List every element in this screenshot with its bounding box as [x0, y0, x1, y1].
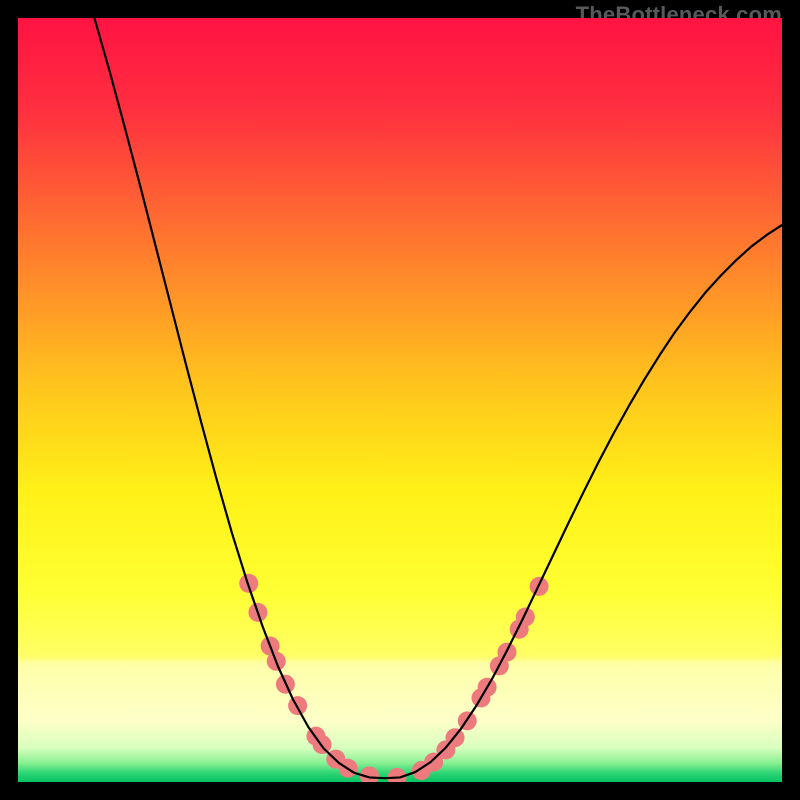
marker-dot [516, 607, 535, 626]
plot-area [18, 18, 782, 782]
chart-frame: TheBottleneck.com [0, 0, 800, 800]
gradient-background [18, 18, 782, 782]
chart-svg [18, 18, 782, 782]
